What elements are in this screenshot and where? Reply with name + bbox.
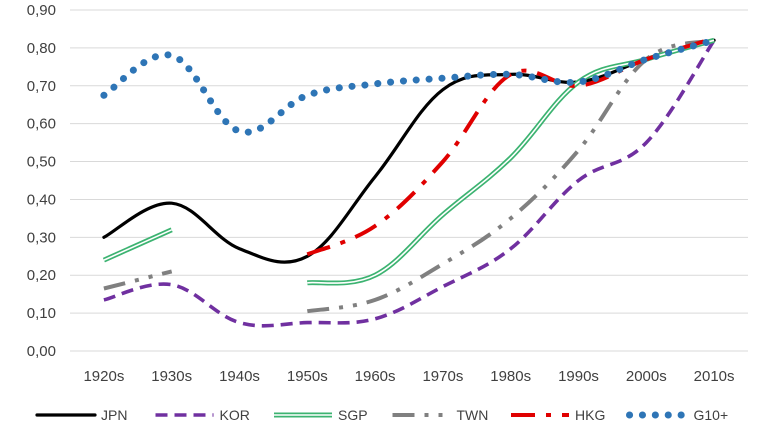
legend-item: JPN (35, 407, 127, 423)
x-tick-label: 1990s (558, 368, 599, 385)
y-tick-label: 0,00 (27, 343, 56, 360)
x-tick-label: 1970s (422, 368, 463, 385)
legend-label: SGP (338, 407, 368, 423)
series-jpn (102, 38, 716, 264)
series-line (102, 38, 716, 264)
x-tick-label: 1960s (355, 368, 396, 385)
series-hkg (306, 36, 715, 257)
y-tick-label: 0,10 (27, 305, 56, 322)
y-tick-label: 0,80 (27, 40, 56, 57)
legend-label: TWN (457, 407, 489, 423)
x-tick-label: 1940s (219, 368, 260, 385)
x-tick-label: 1930s (151, 368, 192, 385)
y-tick-label: 0,40 (27, 191, 56, 208)
series-line (306, 36, 715, 257)
series-kor (103, 39, 716, 328)
x-axis-ticks: 1920s 1930s 1940s 1950s 1960s 1970s 1980s 1990s… (83, 368, 734, 385)
legend-label: G10+ (694, 407, 729, 423)
series-lines (100, 36, 718, 328)
y-tick-label: 0,70 (27, 78, 56, 95)
x-tick-label: 1920s (83, 368, 124, 385)
y-tick-label: 0,20 (27, 267, 56, 284)
series-line (103, 39, 716, 328)
legend-label: JPN (101, 407, 127, 423)
legend-item: G10+ (626, 407, 729, 423)
series-line (306, 38, 715, 314)
y-axis-ticks: 0,00 0,10 0,20 0,30 0,40 0,50 0,60 0,70 0,80 0,90 (27, 2, 56, 360)
series-g10 (100, 36, 718, 136)
legend-item: KOR (155, 407, 250, 423)
x-tick-label: 2000s (626, 368, 667, 385)
x-tick-label: 2010s (694, 368, 735, 385)
legend-item: TWN (392, 407, 489, 423)
legend-label: HKG (575, 407, 605, 423)
series-line (103, 269, 173, 291)
y-tick-label: 0,60 (27, 116, 56, 133)
legend-item: HKG (511, 407, 605, 423)
x-tick-label: 1980s (490, 368, 531, 385)
x-tick-label: 1950s (287, 368, 328, 385)
y-tick-label: 0,30 (27, 229, 56, 246)
series-line-inner (103, 229, 173, 261)
y-tick-label: 0,90 (27, 2, 56, 19)
legend-item: SGP (274, 407, 368, 423)
legend-label: KOR (220, 407, 250, 423)
legend: JPN KOR SGP TWN HKG G10+ (35, 407, 729, 423)
series-line (100, 36, 718, 136)
y-tick-label: 0,50 (27, 154, 56, 171)
